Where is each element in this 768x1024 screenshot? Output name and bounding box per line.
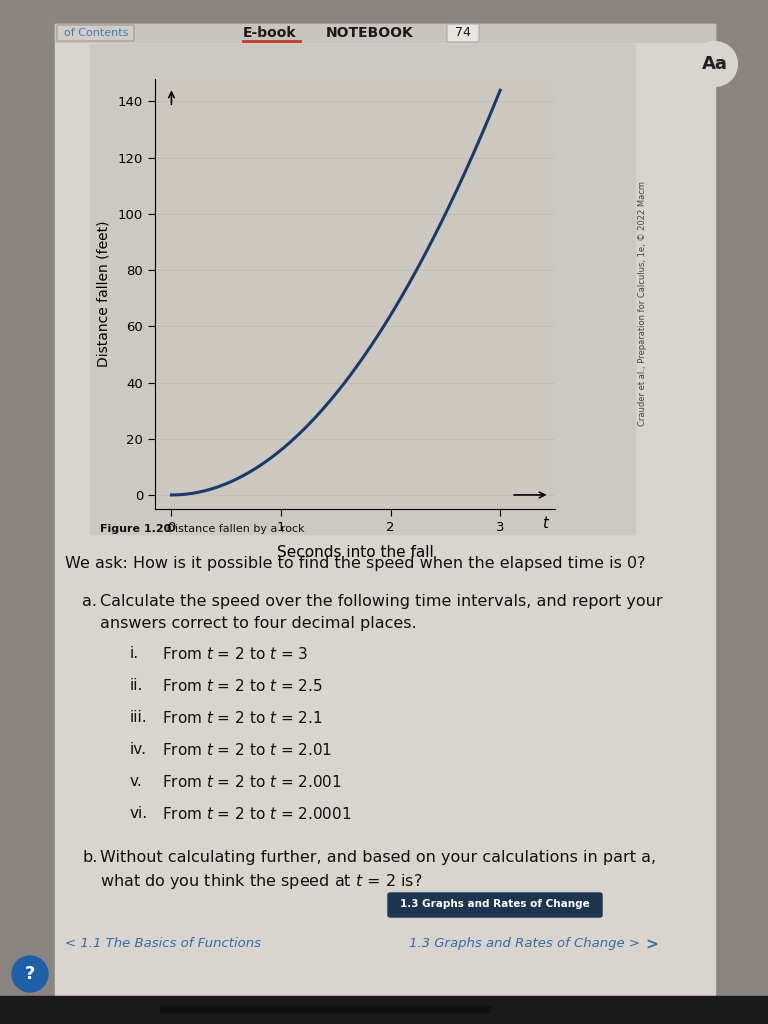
- Text: Without calculating further, and based on your calculations in part a,: Without calculating further, and based o…: [100, 850, 656, 865]
- FancyBboxPatch shape: [447, 24, 479, 42]
- Text: Distance fallen by a rock: Distance fallen by a rock: [163, 524, 305, 534]
- Circle shape: [693, 42, 737, 86]
- Text: From $t$ = 2 to $t$ = 3: From $t$ = 2 to $t$ = 3: [162, 646, 308, 662]
- Text: iv.: iv.: [130, 742, 147, 757]
- Text: We ask: How is it possible to find the speed when the elapsed time is 0?: We ask: How is it possible to find the s…: [65, 556, 645, 571]
- Text: From $t$ = 2 to $t$ = 2.1: From $t$ = 2 to $t$ = 2.1: [162, 710, 323, 726]
- FancyBboxPatch shape: [57, 25, 134, 41]
- Text: b.: b.: [82, 850, 98, 865]
- Text: i.: i.: [130, 646, 139, 662]
- Text: answers correct to four decimal places.: answers correct to four decimal places.: [100, 616, 416, 631]
- Text: Crauder et al., Preparation for Calculus, 1e, © 2022 Macm: Crauder et al., Preparation for Calculus…: [638, 181, 647, 427]
- Bar: [90, 44, 635, 534]
- Text: a.: a.: [82, 594, 97, 609]
- X-axis label: Seconds into the fall: Seconds into the fall: [276, 545, 433, 560]
- Circle shape: [12, 956, 48, 992]
- Y-axis label: Distance fallen (feet): Distance fallen (feet): [97, 221, 111, 368]
- Text: vi.: vi.: [130, 806, 148, 821]
- Text: 1.3 Graphs and Rates of Change >: 1.3 Graphs and Rates of Change >: [409, 937, 640, 950]
- Text: From $t$ = 2 to $t$ = 2.01: From $t$ = 2 to $t$ = 2.01: [162, 742, 333, 758]
- Text: From $t$ = 2 to $t$ = 2.5: From $t$ = 2 to $t$ = 2.5: [162, 678, 323, 694]
- Text: $t$: $t$: [542, 515, 551, 530]
- Text: NOTEBOOK: NOTEBOOK: [326, 26, 414, 40]
- Text: Aa: Aa: [702, 55, 728, 73]
- Text: what do you think the speed at $t$ = 2 is?: what do you think the speed at $t$ = 2 i…: [100, 872, 422, 891]
- Text: v.: v.: [130, 774, 143, 790]
- Text: Calculate the speed over the following time intervals, and report your: Calculate the speed over the following t…: [100, 594, 663, 609]
- Text: From $t$ = 2 to $t$ = 2.0001: From $t$ = 2 to $t$ = 2.0001: [162, 806, 352, 822]
- Text: Figure 1.20: Figure 1.20: [100, 524, 171, 534]
- Text: E-book: E-book: [243, 26, 296, 40]
- Text: of Contents: of Contents: [64, 28, 128, 38]
- Text: 1.3 Graphs and Rates of Change: 1.3 Graphs and Rates of Change: [400, 899, 590, 909]
- Text: ?: ?: [25, 965, 35, 983]
- Text: 74: 74: [455, 27, 471, 40]
- Text: iii.: iii.: [130, 710, 147, 725]
- Text: From $t$ = 2 to $t$ = 2.001: From $t$ = 2 to $t$ = 2.001: [162, 774, 342, 790]
- Bar: [160, 1006, 490, 1012]
- FancyBboxPatch shape: [388, 893, 602, 918]
- Bar: [0, 996, 768, 1024]
- Text: >: >: [645, 937, 657, 952]
- Bar: [55, 24, 715, 999]
- Text: ii.: ii.: [130, 678, 144, 693]
- Text: < 1.1 The Basics of Functions: < 1.1 The Basics of Functions: [65, 937, 261, 950]
- Bar: [55, 24, 715, 42]
